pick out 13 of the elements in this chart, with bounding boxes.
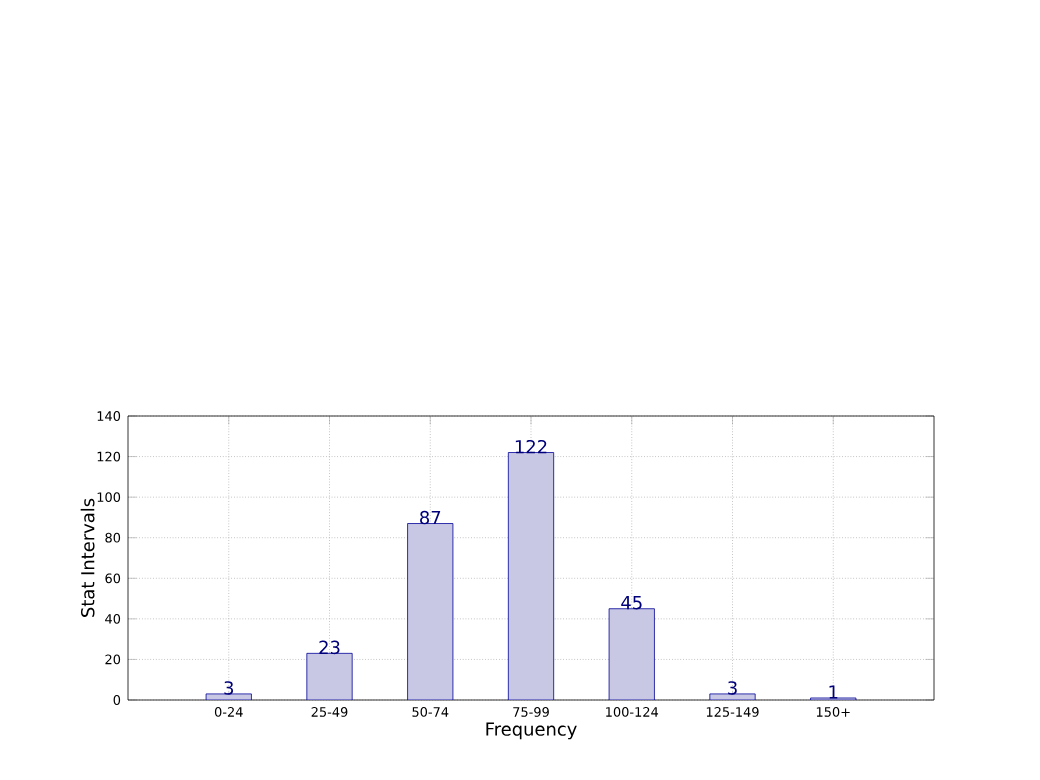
data-label: 87	[420, 510, 441, 525]
bar	[306, 652, 353, 700]
data-label: 45	[621, 596, 642, 610]
data-label: 3	[224, 681, 234, 695]
data-label: 1	[829, 685, 838, 699]
bar	[407, 523, 454, 700]
x-axis-title: Frequency	[486, 722, 577, 740]
bar	[507, 452, 555, 700]
data-label: 3	[728, 681, 737, 695]
data-label: 23	[319, 640, 340, 655]
bar	[608, 608, 655, 700]
y-axis-title: Stat Intervals	[80, 498, 95, 617]
data-label: 122	[515, 439, 547, 454]
